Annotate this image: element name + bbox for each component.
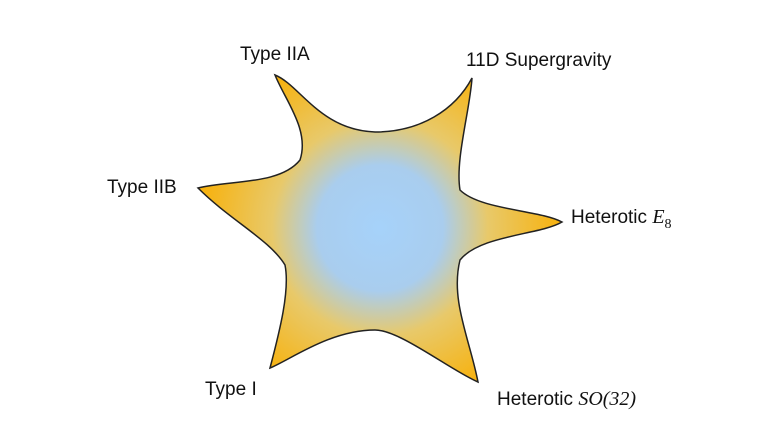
label-text: Type IIB [107,177,177,198]
label-text: Type I [205,379,257,400]
star-shape [196,73,564,384]
label-text: Type IIA [240,44,310,65]
label-text: 8 [665,217,672,232]
label-text: 11D Supergravity [466,50,612,71]
node-label: Type IIA [240,44,310,65]
node-label: Type IIB [107,177,177,198]
node-label: 11D Supergravity [466,50,612,71]
node-label: Heterotic SO(32) [497,388,636,410]
node-label: Type I [205,379,257,400]
label-text: E [651,206,664,228]
label-text: SO(32) [578,388,636,410]
label-text: Heterotic [497,389,573,410]
node-label: Heterotic E8 [571,206,672,232]
label-text: Heterotic [571,207,647,228]
